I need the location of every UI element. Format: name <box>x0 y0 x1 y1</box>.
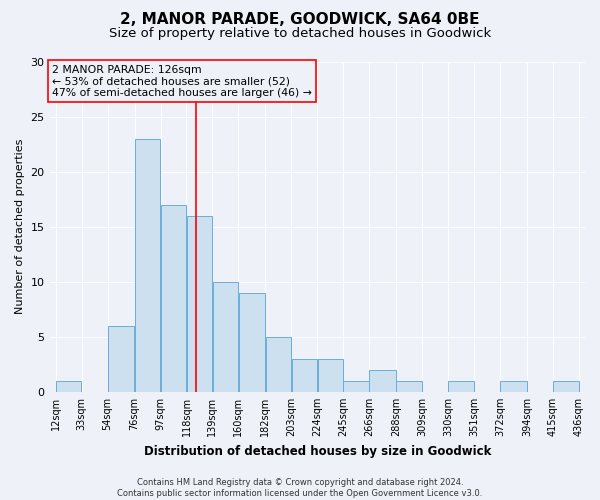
Text: 2 MANOR PARADE: 126sqm
← 53% of detached houses are smaller (52)
47% of semi-det: 2 MANOR PARADE: 126sqm ← 53% of detached… <box>52 65 312 98</box>
Bar <box>108 326 134 392</box>
Text: Contains HM Land Registry data © Crown copyright and database right 2024.
Contai: Contains HM Land Registry data © Crown c… <box>118 478 482 498</box>
Bar <box>370 370 396 392</box>
Bar <box>343 381 369 392</box>
Bar <box>317 359 343 392</box>
Bar <box>292 359 317 392</box>
Text: Size of property relative to detached houses in Goodwick: Size of property relative to detached ho… <box>109 28 491 40</box>
Y-axis label: Number of detached properties: Number of detached properties <box>15 139 25 314</box>
Bar <box>56 381 82 392</box>
Bar <box>500 381 527 392</box>
Bar <box>397 381 422 392</box>
Bar <box>553 381 578 392</box>
Bar <box>212 282 238 392</box>
Text: 2, MANOR PARADE, GOODWICK, SA64 0BE: 2, MANOR PARADE, GOODWICK, SA64 0BE <box>120 12 480 28</box>
Bar <box>448 381 474 392</box>
Bar <box>161 204 186 392</box>
Bar <box>135 138 160 392</box>
Bar <box>266 337 291 392</box>
Bar <box>239 293 265 392</box>
Bar <box>187 216 212 392</box>
X-axis label: Distribution of detached houses by size in Goodwick: Distribution of detached houses by size … <box>143 444 491 458</box>
